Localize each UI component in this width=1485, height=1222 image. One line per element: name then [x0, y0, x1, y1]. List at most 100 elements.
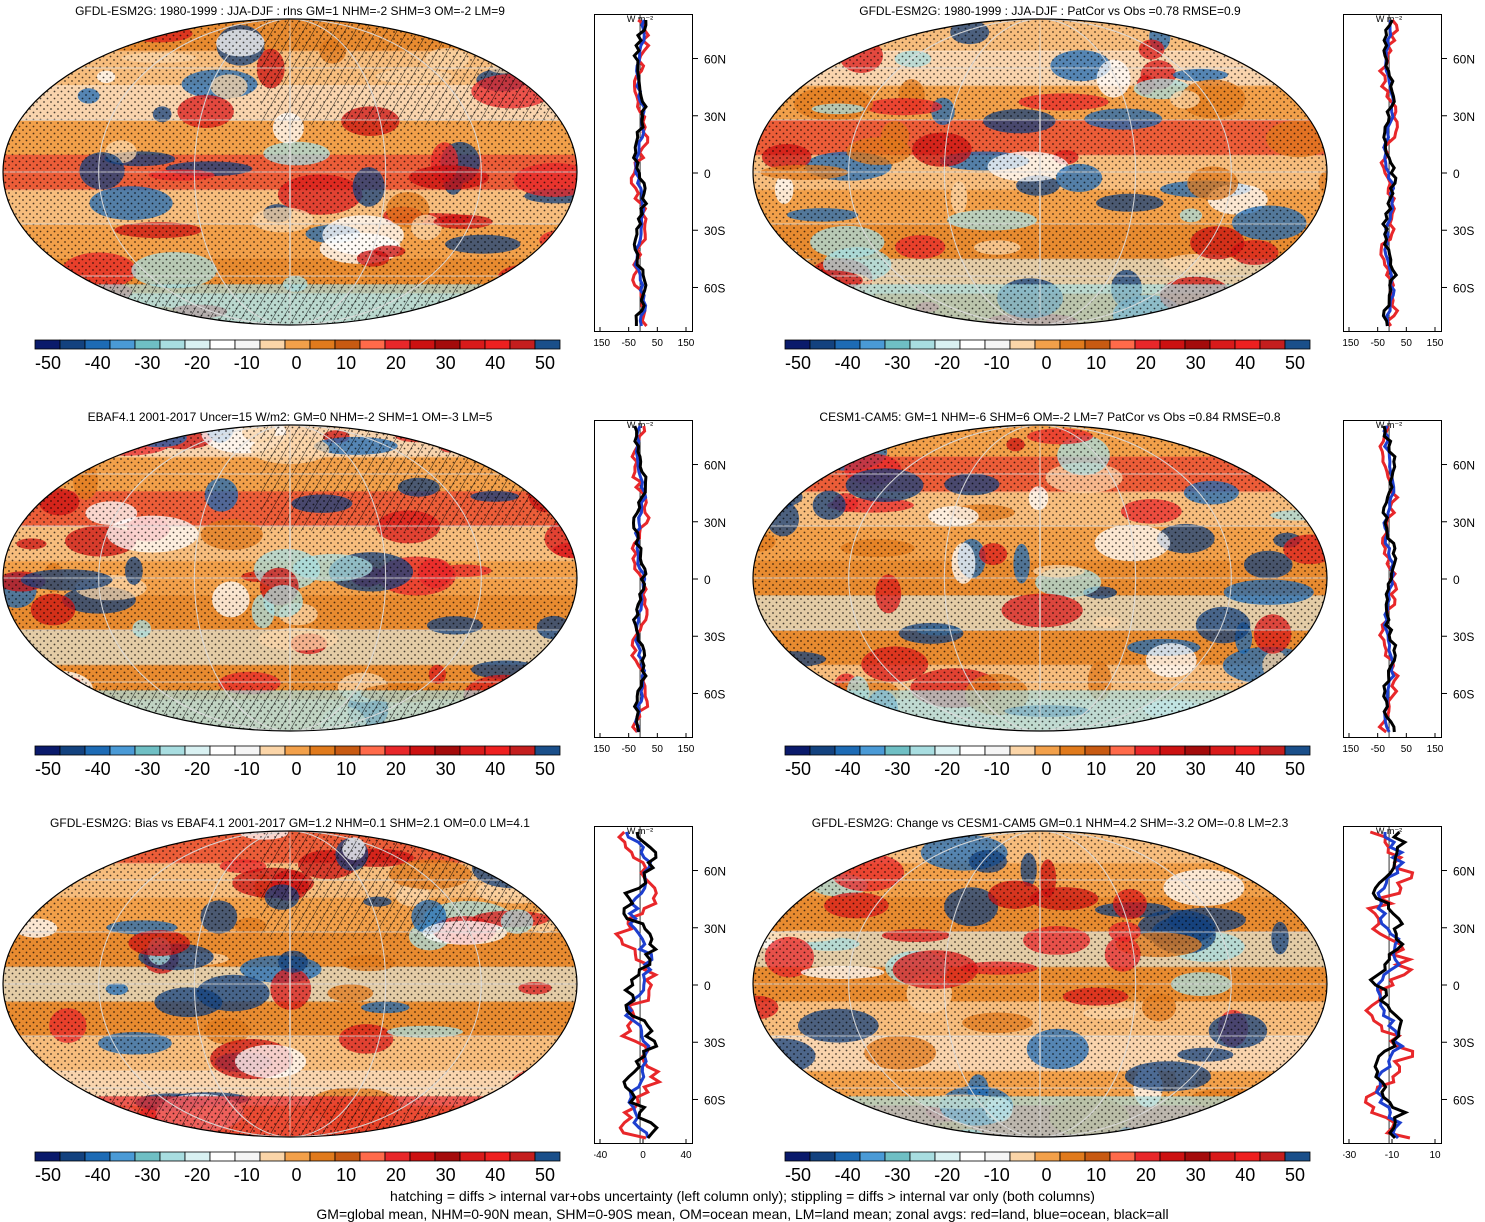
- world-map: [752, 830, 1328, 1138]
- lat-tick-label: 30N: [1453, 922, 1475, 936]
- colorbar-tick-label: -20: [934, 1165, 961, 1185]
- colorbar-tick-label: -20: [184, 353, 211, 373]
- colorbar-tick-label: 10: [336, 759, 357, 779]
- colorbar-tick-label: 30: [435, 353, 456, 373]
- x-tick-label: -50: [1370, 338, 1385, 349]
- zonal-land-curve: [1377, 19, 1400, 327]
- colorbar-tick-label: 20: [1135, 759, 1156, 779]
- x-tick-label: -50: [621, 338, 636, 349]
- colorbar-tick-label: -10: [983, 353, 1010, 373]
- colorbar-tick-label: 40: [485, 353, 506, 373]
- lat-tick-label: 0: [1453, 167, 1460, 181]
- footer-note-hatching: hatching = diffs > internal var+obs unce…: [390, 1188, 1095, 1204]
- lat-tick-label: 60N: [704, 459, 726, 473]
- x-tick-label: -30: [1343, 1150, 1357, 1161]
- colorbar-tick-label: -40: [834, 353, 861, 373]
- colorbar-tick-label: -40: [84, 1165, 111, 1185]
- lat-tick-label: 0: [704, 573, 711, 587]
- colorbar-tick-label: -30: [884, 353, 911, 373]
- lat-tick-label: 30S: [704, 224, 725, 238]
- x-tick-label: 150: [678, 338, 695, 349]
- colorbar-tick-label: 10: [336, 1165, 357, 1185]
- colorbar-tick-label: -50: [34, 1165, 62, 1185]
- panel-title: GFDL-ESM2G: Change vs CESM1-CAM5 GM=0.1 …: [811, 816, 1289, 830]
- colorbar-tick-label: -40: [834, 759, 861, 779]
- colorbar-tick-label: 40: [485, 759, 506, 779]
- colorbar-tick-label: 20: [1135, 1165, 1156, 1185]
- zonal-unit-label: W m⁻²: [627, 14, 653, 24]
- zonal-mean-plot: W m⁻² 60N 30N 0 30S 60S -150 -50 50 150: [1343, 420, 1475, 755]
- colorbar-tick-label: 10: [1086, 759, 1107, 779]
- colorbar-tick-label: -10: [233, 1165, 260, 1185]
- colorbar-tick-label: -10: [233, 353, 260, 373]
- x-tick-label: -10: [1385, 1150, 1400, 1161]
- world-map: [2, 830, 578, 1138]
- panel-p2: GFDL-ESM2G: 1980-1999 : JJA-DJF : PatCor…: [750, 0, 1485, 400]
- colorbar-tick-label: -30: [134, 1165, 161, 1185]
- x-tick-label: 50: [652, 744, 664, 755]
- zonal-ocean-curve: [1382, 19, 1396, 327]
- zonal-land-curve: [613, 830, 663, 1140]
- zonal-mean-plot: W m⁻² 60N 30N 0 30S 60S -40 0 40: [594, 826, 726, 1161]
- lat-tick-label: 60S: [1453, 281, 1474, 295]
- colorbar-tick-label: -30: [884, 1165, 911, 1185]
- x-tick-label: -150: [1343, 744, 1359, 755]
- colorbar-tick-label: 0: [1041, 759, 1052, 779]
- footer-note-means: GM=global mean, NHM=0-90N mean, SHM=0-90…: [316, 1206, 1169, 1222]
- colorbar-tick-label: 0: [291, 353, 302, 373]
- colorbar-labels: -50 -40 -30 -20 -10 0 10 20 30 40 50: [34, 759, 559, 783]
- colorbar: [34, 1151, 561, 1162]
- colorbar-tick-label: 30: [1185, 353, 1206, 373]
- lat-tick-label: 60N: [1453, 53, 1475, 67]
- colorbar-tick-label: 40: [1235, 353, 1256, 373]
- colorbar-tick-label: 20: [385, 1165, 406, 1185]
- x-tick-label: 40: [680, 1150, 692, 1161]
- x-tick-label: -150: [594, 744, 610, 755]
- colorbar-tick-label: -40: [84, 353, 111, 373]
- colorbar-tick-label: -50: [784, 759, 812, 779]
- lat-tick-label: 60S: [1453, 687, 1474, 701]
- x-tick-label: -150: [594, 338, 610, 349]
- lat-tick-label: 30S: [1453, 1036, 1474, 1050]
- zonal-land-curve: [1363, 830, 1415, 1140]
- panel-title: GFDL-ESM2G: Bias vs EBAF4.1 2001-2017 GM…: [50, 816, 530, 830]
- x-tick-label: -40: [594, 1150, 608, 1161]
- colorbar-tick-label: -20: [184, 759, 211, 779]
- colorbar-tick-label: -20: [934, 353, 961, 373]
- colorbar-tick-label: -30: [134, 353, 161, 373]
- colorbar-tick-label: 30: [435, 1165, 456, 1185]
- colorbar-tick-label: -10: [983, 759, 1010, 779]
- colorbar-tick-label: -10: [233, 759, 260, 779]
- colorbar-tick-label: 50: [534, 1165, 556, 1185]
- zonal-unit-label: W m⁻²: [1376, 420, 1402, 430]
- world-map: [2, 18, 578, 326]
- colorbar: [34, 745, 561, 756]
- zonal-unit-label: W m⁻²: [627, 420, 653, 430]
- colorbar-tick-label: 50: [1284, 353, 1306, 373]
- lat-tick-label: 30S: [704, 1036, 725, 1050]
- panel-p1: GFDL-ESM2G: 1980-1999 : JJA-DJF : rlns G…: [0, 0, 735, 400]
- colorbar-tick-label: 0: [1041, 1165, 1052, 1185]
- zonal-all-curve: [1381, 425, 1398, 733]
- lat-tick-label: 60N: [704, 53, 726, 67]
- panel-p6: GFDL-ESM2G: Change vs CESM1-CAM5 GM=0.1 …: [750, 812, 1485, 1212]
- colorbar-tick-label: 50: [534, 759, 556, 779]
- colorbar-tick-label: -50: [34, 353, 62, 373]
- lat-tick-label: 30S: [1453, 630, 1474, 644]
- lat-tick-label: 60S: [704, 1093, 725, 1107]
- lat-tick-label: 60N: [704, 865, 726, 879]
- panel-title: EBAF4.1 2001-2017 Uncer=15 W/m2: GM=0 NH…: [87, 410, 493, 424]
- lat-tick-label: 60N: [1453, 865, 1475, 879]
- x-tick-label: 150: [678, 744, 695, 755]
- colorbar-labels: -50 -40 -30 -20 -10 0 10 20 30 40 50: [784, 759, 1309, 783]
- zonal-all-curve: [1381, 19, 1399, 327]
- colorbar-tick-label: 50: [534, 353, 556, 373]
- colorbar-tick-label: 20: [1135, 353, 1156, 373]
- world-map: [2, 424, 578, 732]
- lat-tick-label: 30S: [1453, 224, 1474, 238]
- panel-title: CESM1-CAM5: GM=1 NHM=-6 SHM=6 OM=-2 LM=7…: [819, 410, 1281, 424]
- colorbar: [34, 339, 561, 350]
- colorbar: [784, 745, 1311, 756]
- zonal-unit-label: W m⁻²: [1376, 826, 1402, 836]
- colorbar-tick-label: 0: [1041, 353, 1052, 373]
